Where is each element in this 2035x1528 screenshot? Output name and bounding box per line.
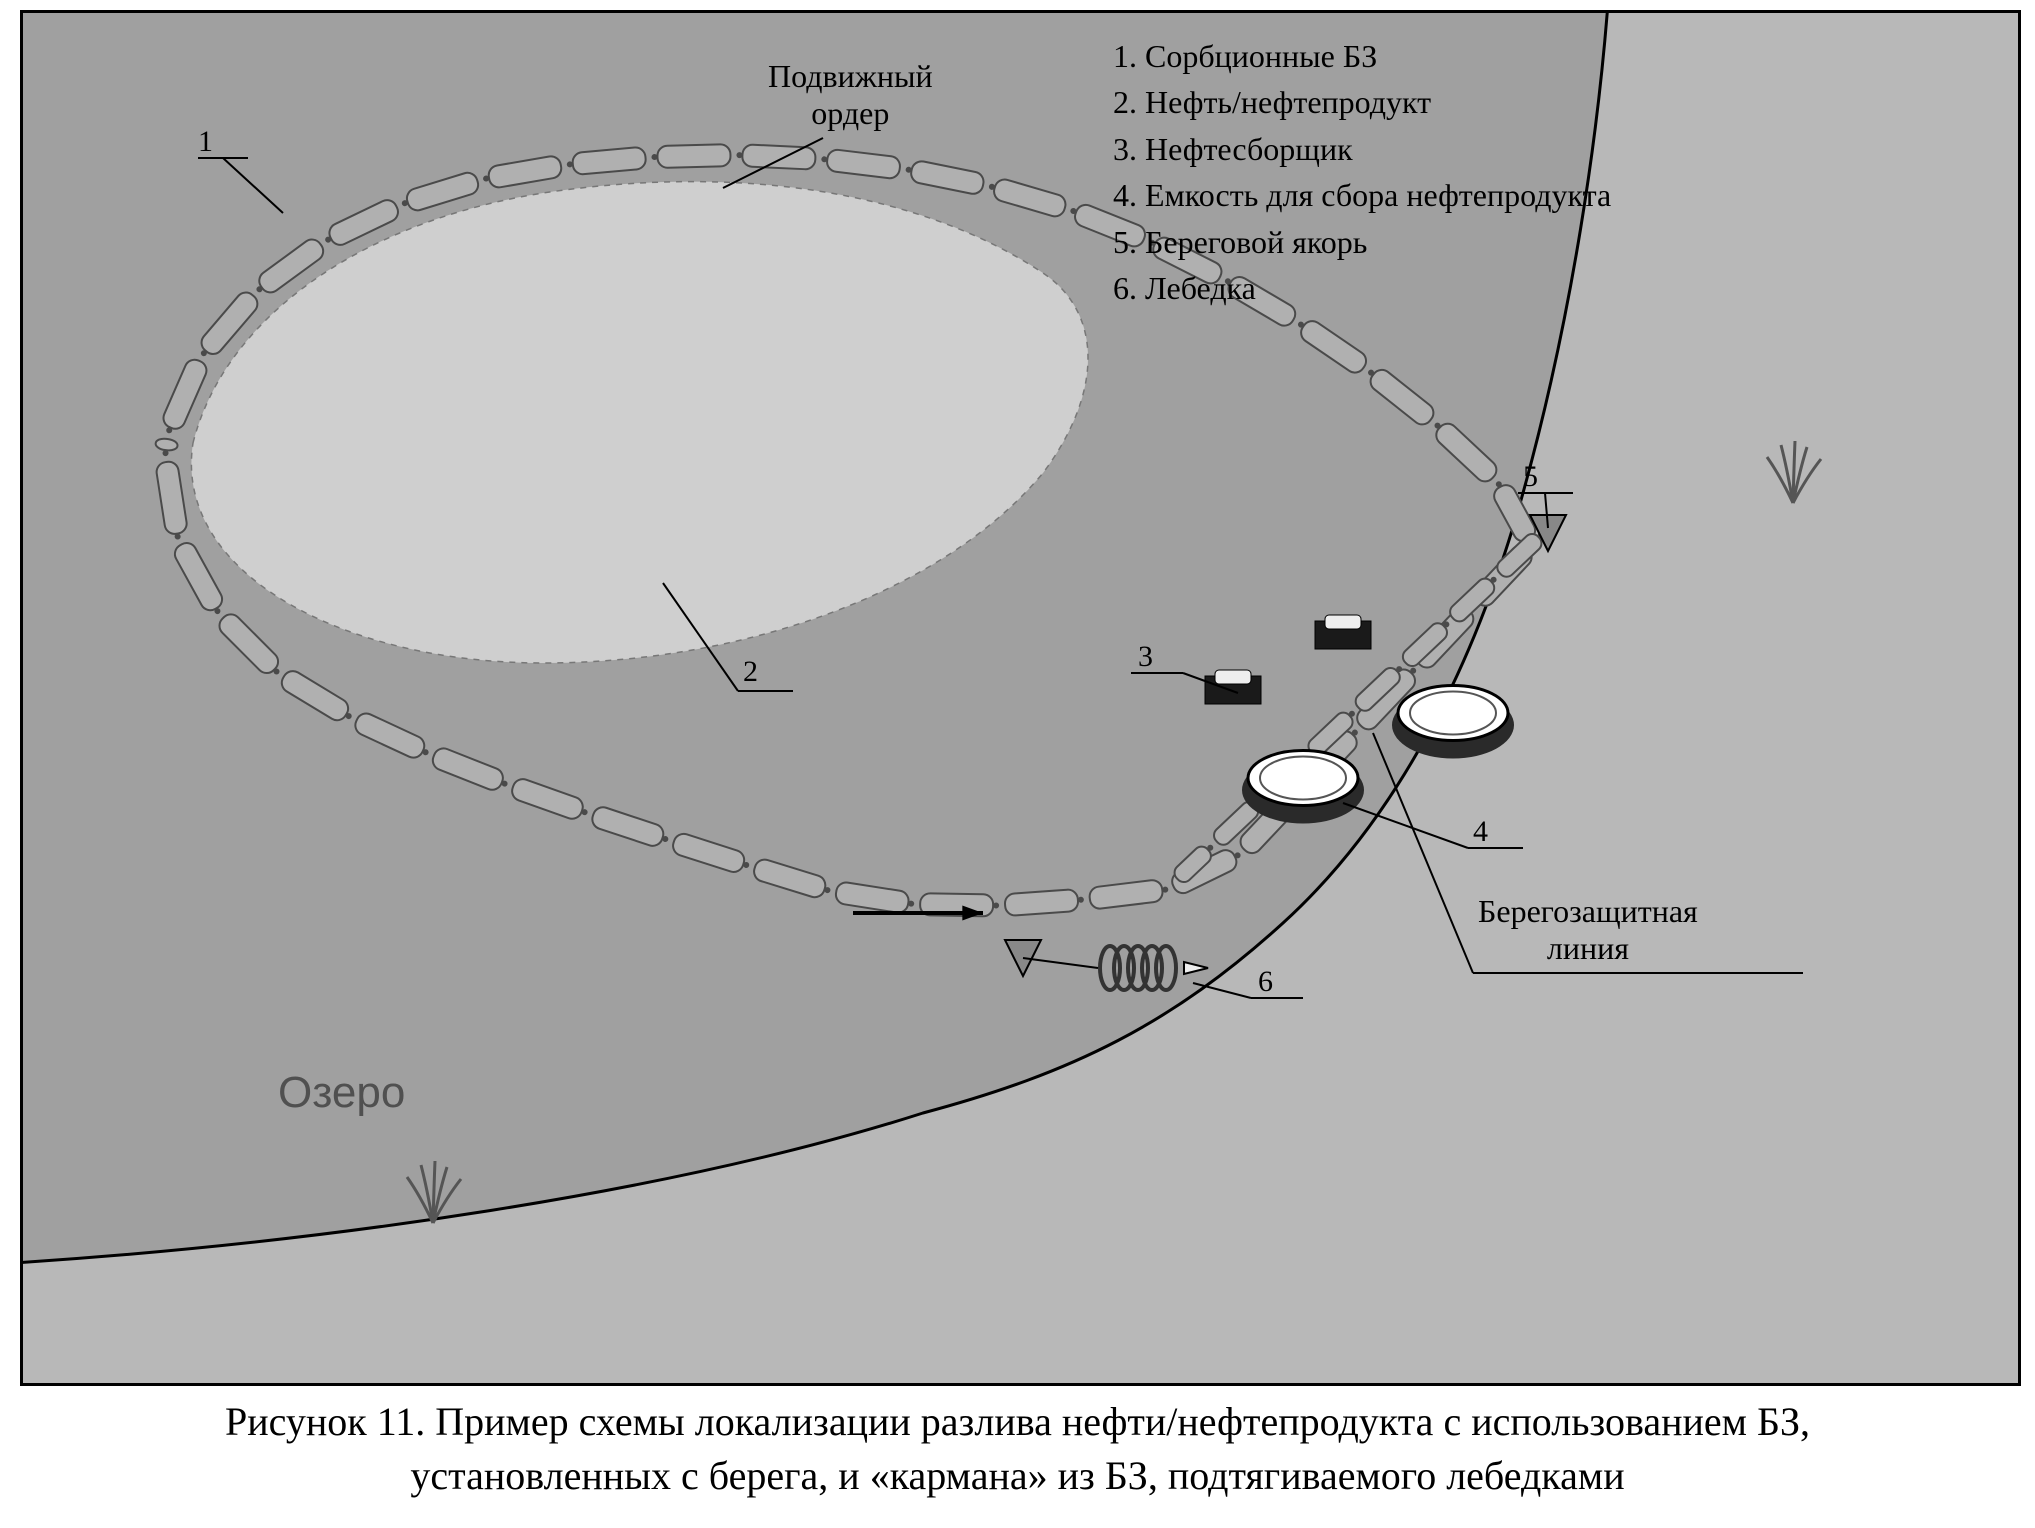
protective-line-label: Берегозащитнаялиния (1478, 893, 1698, 967)
boom-segment (835, 881, 916, 915)
boom-segment (154, 438, 178, 458)
boom-segment (651, 144, 730, 168)
boom-segment (820, 148, 901, 179)
header-label-line: ордер (768, 95, 933, 132)
oil-spill (191, 182, 1088, 663)
boom-segment (1428, 415, 1501, 485)
caption-line1: Рисунок 11. Пример схемы локализации раз… (225, 1399, 1810, 1444)
boom-segment (1292, 314, 1370, 377)
legend-item: 3. Нефтесборщик (1113, 126, 1611, 172)
container-a (1242, 751, 1364, 824)
boom-segment (399, 170, 481, 214)
skimmer-a (1205, 670, 1261, 704)
callout-num-2: 2 (743, 655, 758, 688)
boom-segment (155, 460, 189, 541)
callout-num-1: 1 (198, 125, 213, 158)
callout-num-6: 6 (1258, 965, 1273, 998)
legend-item: 5. Береговой якорь (1113, 219, 1611, 265)
grass-icon (407, 1161, 461, 1223)
skimmer-b (1315, 615, 1371, 649)
boom-segment (1089, 878, 1170, 909)
winch (1100, 946, 1208, 990)
protect-label-line: Берегозащитная (1478, 893, 1698, 930)
boom-segment (1362, 362, 1438, 428)
diagram-frame: 1 2 3 4 5 6 1. Сорбционные БЗ2. Нефть/нефтепр… (20, 10, 2021, 1386)
boom-segment (986, 175, 1068, 218)
protect-label-line: линия (1478, 930, 1698, 967)
caption-line2: установленных с берега, и «кармана» из Б… (410, 1453, 1624, 1498)
header-label: Подвижныйордер (768, 58, 933, 132)
winch-cable (1023, 958, 1098, 968)
boom-segment (352, 710, 433, 763)
legend-item: 2. Нефть/нефтепродукт (1113, 79, 1611, 125)
legend-item: 4. Емкость для сбора нефтепродукта (1113, 172, 1611, 218)
lake-label: Озеро (278, 1068, 405, 1118)
boom-segment (566, 147, 647, 176)
boom-segment (1004, 889, 1084, 917)
legend-item: 1. Сорбционные БЗ (1113, 33, 1611, 79)
page: 1 2 3 4 5 6 1. Сорбционные БЗ2. Нефть/нефтепр… (0, 0, 2035, 1528)
callout-num-5: 5 (1523, 460, 1538, 493)
boom-segment (278, 667, 357, 727)
diagram-svg: 1 2 3 4 5 6 (23, 13, 2018, 1383)
legend-block: 1. Сорбционные БЗ2. Нефть/нефтепродукт3.… (1113, 33, 1611, 311)
boom-segment (590, 805, 672, 851)
boom-segment (509, 776, 591, 823)
boom-segment (481, 155, 563, 190)
legend-item: 6. Лебедка (1113, 265, 1611, 311)
boom-segment (752, 857, 834, 901)
boom-segment (671, 831, 753, 876)
container-b (1392, 686, 1514, 759)
callout-num-3: 3 (1138, 640, 1153, 673)
callout-num-4: 4 (1473, 815, 1488, 848)
boom-segment (171, 539, 228, 619)
figure-caption: Рисунок 11. Пример схемы локализации раз… (0, 1395, 2035, 1503)
boom-segment (904, 158, 986, 195)
callout-leader-1 (223, 158, 283, 213)
boom-segment (430, 745, 512, 794)
boom-segment (215, 610, 286, 681)
header-label-line: Подвижный (768, 58, 933, 95)
